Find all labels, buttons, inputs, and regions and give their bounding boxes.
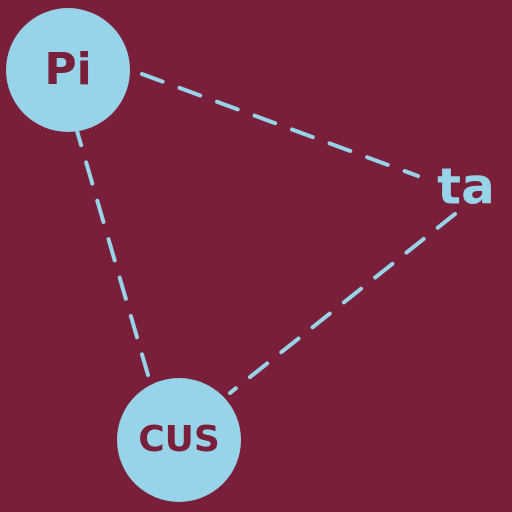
node-pi-label: Pi	[44, 44, 91, 95]
node-cus-label: CUS	[138, 419, 220, 460]
edge-ta-cus	[228, 212, 457, 395]
node-ta-label: ta	[437, 158, 495, 216]
node-cus: CUS	[117, 378, 241, 502]
node-pi: Pi	[6, 8, 130, 132]
edge-pi-ta	[140, 72, 420, 178]
node-cus-circle	[117, 378, 241, 502]
edge-pi-cus	[73, 122, 150, 377]
node-ta: ta	[437, 158, 495, 216]
node-pi-circle	[6, 8, 130, 132]
